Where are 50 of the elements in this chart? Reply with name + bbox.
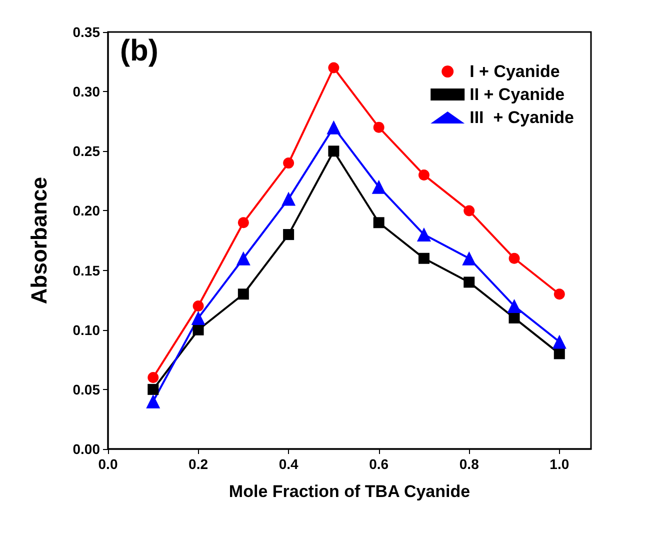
y-tick-label: 0.20 bbox=[72, 202, 100, 219]
point bbox=[236, 251, 250, 266]
point bbox=[416, 228, 431, 242]
y-axis-title: Absorbance bbox=[26, 176, 52, 304]
point bbox=[328, 62, 340, 74]
annotation: (b) bbox=[120, 34, 158, 68]
legend-label: II + Cyanide bbox=[470, 85, 565, 104]
x-tick-label: 0.6 bbox=[369, 456, 389, 472]
point bbox=[192, 300, 204, 312]
point bbox=[464, 205, 475, 216]
point bbox=[373, 217, 384, 228]
point bbox=[554, 348, 565, 360]
y-tick-label: 0.10 bbox=[72, 322, 100, 338]
x-tick-label: 0.4 bbox=[278, 456, 298, 472]
point bbox=[192, 324, 204, 336]
point bbox=[554, 288, 565, 300]
y-tick-label: 0.05 bbox=[72, 381, 100, 398]
point bbox=[283, 158, 294, 169]
x-tick-label: 0.8 bbox=[459, 456, 480, 472]
y-tick-label: 0.35 bbox=[72, 24, 100, 40]
x-tick-label: 0.0 bbox=[98, 456, 118, 472]
y-tick-label: 0.15 bbox=[72, 262, 100, 278]
point bbox=[552, 334, 566, 349]
point bbox=[146, 394, 160, 408]
x-axis-title: Mole Fraction of TBA Cyanide bbox=[228, 482, 470, 501]
point bbox=[326, 120, 341, 134]
point bbox=[372, 180, 386, 194]
point bbox=[507, 299, 522, 314]
point bbox=[508, 252, 520, 264]
legend-label: III + Cyanide bbox=[470, 108, 574, 127]
point bbox=[148, 372, 159, 384]
y-tick-label: 0.25 bbox=[72, 143, 100, 160]
point bbox=[283, 229, 294, 240]
point bbox=[238, 288, 249, 300]
point bbox=[373, 122, 384, 133]
point bbox=[191, 310, 206, 325]
point bbox=[282, 192, 296, 206]
point bbox=[464, 276, 475, 288]
y-tick-label: 0.30 bbox=[72, 84, 100, 100]
point bbox=[462, 251, 476, 266]
point bbox=[418, 169, 430, 180]
point bbox=[418, 252, 430, 264]
x-tick-label: 0.2 bbox=[188, 456, 208, 472]
point bbox=[328, 146, 340, 157]
legend-label: I + Cyanide bbox=[470, 62, 560, 81]
y-tick-label: 0.00 bbox=[72, 441, 100, 457]
x-tick-label: 1.0 bbox=[550, 456, 570, 472]
point bbox=[238, 217, 249, 228]
point bbox=[508, 312, 520, 324]
point bbox=[148, 384, 159, 395]
